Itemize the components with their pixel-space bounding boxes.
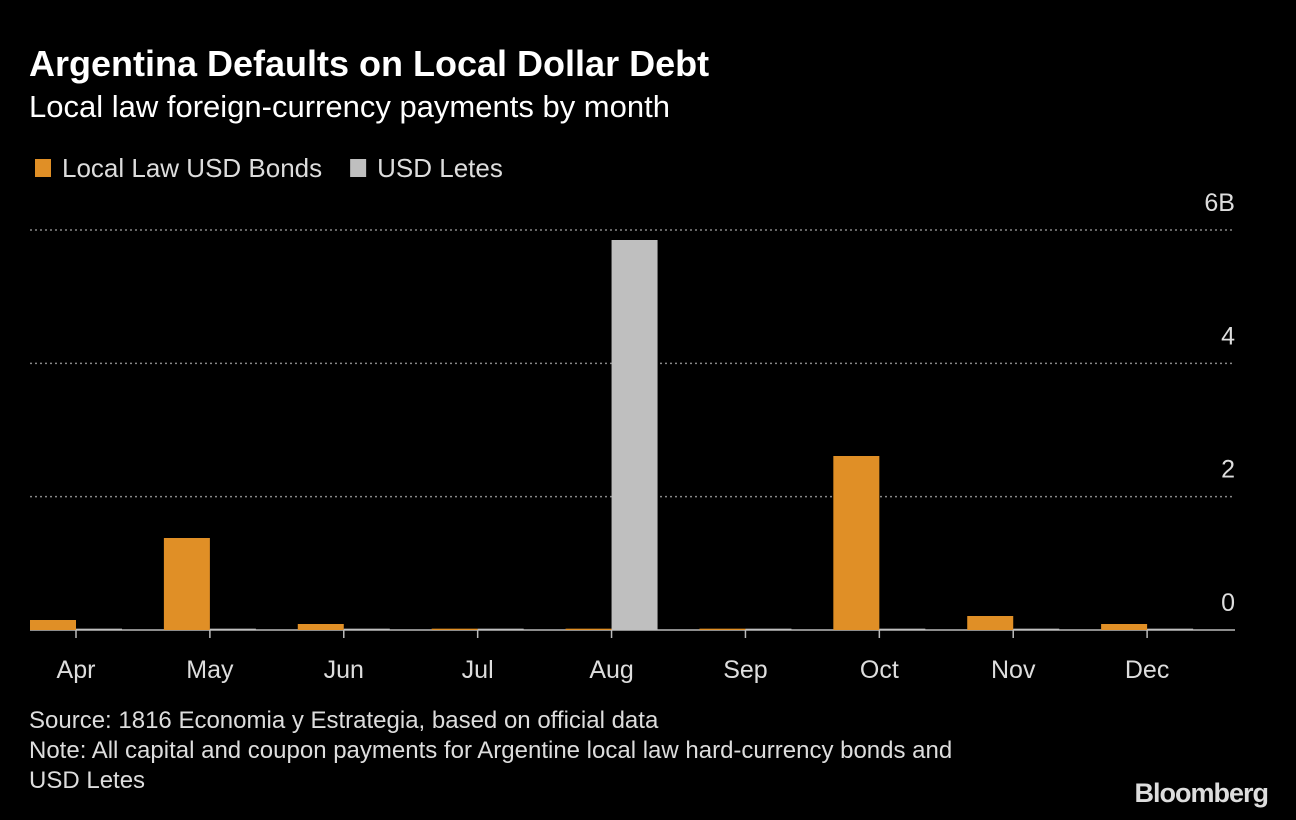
legend-swatch <box>350 159 367 177</box>
bar <box>611 240 658 630</box>
bar <box>431 628 478 630</box>
bar <box>30 620 76 630</box>
legend-swatch <box>35 159 51 177</box>
bar <box>1101 624 1148 630</box>
source: Source: 1816 Economia y Estrategia, base… <box>29 707 659 734</box>
legend-label: Local Law USD Bonds <box>62 153 322 183</box>
y-tick-label: 6B <box>1204 189 1235 217</box>
bar <box>879 628 926 630</box>
bar <box>833 456 880 630</box>
logo: Bloomberg <box>1134 778 1269 808</box>
x-tick-label: Nov <box>991 656 1036 684</box>
y-tick-label: 2 <box>1221 456 1235 484</box>
x-tick-label: Jun <box>324 656 364 684</box>
footnotes: Source: 1816 Economia y Estrategia, base… <box>29 706 989 796</box>
x-tick-label: Oct <box>860 656 899 684</box>
bar <box>477 628 524 630</box>
legend-label: USD Letes <box>377 153 503 183</box>
x-tick-label: Jul <box>462 656 494 684</box>
bar <box>967 616 1014 630</box>
note: Note: All capital and coupon payments fo… <box>29 737 953 794</box>
bar <box>1013 628 1060 630</box>
x-tick-label: Sep <box>723 656 767 684</box>
bar <box>699 628 746 630</box>
x-tick-label: May <box>186 656 234 684</box>
bar <box>76 628 122 630</box>
bar <box>343 628 390 630</box>
chart-subtitle: Local law foreign-currency payments by m… <box>29 89 670 124</box>
bar <box>209 628 256 630</box>
y-tick-label: 4 <box>1221 322 1235 350</box>
x-tick-label: Aug <box>589 656 633 684</box>
y-tick-label: 0 <box>1221 589 1235 617</box>
bar <box>565 628 612 630</box>
chart-title: Argentina Defaults on Local Dollar Debt <box>29 43 709 84</box>
bar <box>745 628 792 630</box>
bar <box>163 538 210 630</box>
bar <box>297 624 344 630</box>
bar <box>1147 628 1194 630</box>
x-tick-label: Dec <box>1125 656 1169 684</box>
x-tick-label: Apr <box>57 656 96 684</box>
